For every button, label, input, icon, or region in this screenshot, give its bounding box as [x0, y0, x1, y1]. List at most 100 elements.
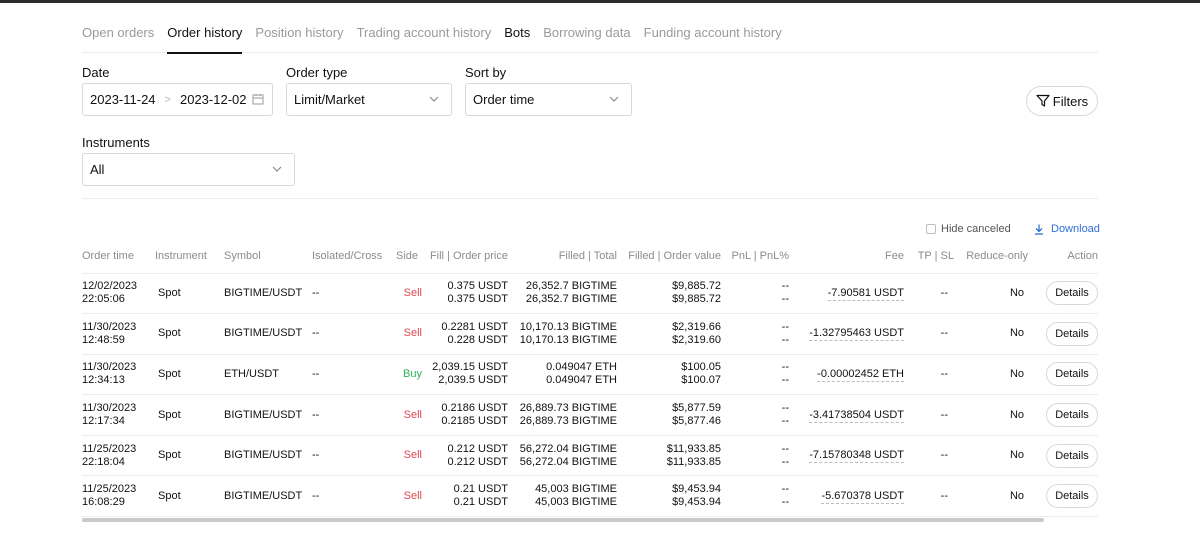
hide-canceled-toggle[interactable]: Hide canceled: [926, 223, 1011, 235]
symbol-cell: BIGTIME/USDT: [224, 273, 312, 315]
fee-cell: -7.90581 USDT: [789, 273, 904, 315]
margin-cell: --: [312, 435, 396, 477]
pnl-pct-value: --: [781, 455, 789, 468]
details-button[interactable]: Details: [1046, 484, 1098, 509]
details-button[interactable]: Details: [1046, 321, 1098, 346]
fee-value: -5.670378 USDT: [821, 489, 904, 504]
margin-value: --: [312, 367, 320, 380]
tab-borrowing-data[interactable]: Borrowing data: [543, 25, 631, 40]
tpsl-value: --: [940, 286, 948, 299]
details-button[interactable]: Details: [1046, 362, 1098, 387]
symbol-cell: BIGTIME/USDT: [224, 435, 312, 477]
date-range-picker[interactable]: 2023-11-24 > 2023-12-02: [82, 83, 273, 116]
hide-canceled-checkbox[interactable]: [926, 224, 936, 234]
filled-value: $9,885.72: [672, 280, 721, 293]
side-cell: Sell: [396, 313, 426, 355]
total-amount: 10,170.13 BIGTIME: [519, 333, 617, 346]
column-header: Reduce-only: [954, 240, 1028, 274]
tab-order-history[interactable]: Order history: [167, 22, 243, 54]
pnl-cell: -- --: [721, 313, 789, 355]
side-value: Buy: [403, 367, 422, 380]
order-price: 2,039.5 USDT: [438, 374, 508, 387]
order-value: $9,885.72: [672, 293, 721, 306]
date-from[interactable]: 2023-11-24: [90, 92, 156, 107]
pnl-pct-value: --: [781, 293, 789, 306]
action-cell: Details: [1028, 435, 1098, 477]
order-price: 0.2185 USDT: [441, 415, 508, 428]
table-row: 11/30/2023 12:48:59 Spot BIGTIME/USDT -- …: [82, 313, 1098, 355]
column-header: Fill | Order price: [426, 240, 508, 274]
order-time: 12:17:34: [82, 415, 125, 428]
value-cell: $2,319.66 $2,319.60: [617, 313, 721, 355]
download-label: Download: [1051, 223, 1100, 235]
value-cell: $11,933.85 $11,933.85: [617, 435, 721, 477]
tab-funding-account-history[interactable]: Funding account history: [643, 25, 782, 40]
total-amount: 45,003 BIGTIME: [535, 496, 617, 509]
margin-value: --: [312, 408, 320, 421]
sort-by-select[interactable]: Order time: [465, 83, 632, 116]
column-header: Filled | Order value: [617, 240, 721, 274]
tpsl-value: --: [940, 327, 948, 340]
side-cell: Sell: [396, 435, 426, 477]
filters-button[interactable]: Filters: [1026, 86, 1098, 116]
side-value: Sell: [403, 408, 422, 421]
instrument-value: Spot: [158, 489, 181, 502]
side-cell: Sell: [396, 394, 426, 436]
symbol-value: BIGTIME/USDT: [224, 327, 303, 340]
price-cell: 0.2281 USDT 0.228 USDT: [426, 313, 508, 355]
order-time: 16:08:29: [82, 496, 125, 509]
tab-trading-account-history[interactable]: Trading account history: [356, 25, 492, 40]
tpsl-cell: --: [904, 394, 954, 436]
side-cell: Buy: [396, 354, 426, 396]
tab-position-history[interactable]: Position history: [255, 25, 344, 40]
order-time-cell: 11/30/2023 12:17:34: [82, 394, 155, 436]
instrument-cell: Spot: [155, 475, 224, 518]
instrument-cell: Spot: [155, 394, 224, 436]
total-amount: 26,352.7 BIGTIME: [525, 293, 617, 306]
order-time-cell: 12/02/2023 22:05:06: [82, 273, 155, 315]
tpsl-value: --: [940, 367, 948, 380]
tpsl-cell: --: [904, 354, 954, 396]
instrument-value: Spot: [158, 286, 181, 299]
tpsl-value: --: [940, 489, 948, 502]
filled-amount: 45,003 BIGTIME: [535, 483, 617, 496]
value-cell: $100.05 $100.07: [617, 354, 721, 396]
column-header: Fee: [789, 240, 904, 274]
details-button[interactable]: Details: [1046, 403, 1098, 428]
instruments-value: All: [90, 162, 105, 177]
instruments-select[interactable]: All: [82, 153, 295, 186]
details-button[interactable]: Details: [1046, 443, 1098, 468]
fill-price: 0.2281 USDT: [441, 320, 508, 333]
value-cell: $9,453.94 $9,453.94: [617, 475, 721, 518]
horizontal-scrollbar[interactable]: [82, 518, 1044, 522]
pnl-value: --: [781, 361, 789, 374]
reduce-only-cell: No: [954, 475, 1028, 518]
order-type-select[interactable]: Limit/Market: [286, 83, 452, 116]
tpsl-cell: --: [904, 435, 954, 477]
fill-price: 2,039.15 USDT: [432, 361, 508, 374]
pnl-value: --: [781, 483, 789, 496]
price-cell: 0.21 USDT 0.21 USDT: [426, 475, 508, 518]
instrument-value: Spot: [158, 367, 181, 380]
column-header: TP | SL: [904, 240, 954, 274]
date-to[interactable]: 2023-12-02: [179, 92, 247, 107]
fee-value: -0.00002452 ETH: [817, 367, 904, 382]
column-header: Side: [396, 240, 426, 274]
reduce-only-cell: No: [954, 273, 1028, 315]
instrument-cell: Spot: [155, 313, 224, 355]
action-cell: Details: [1028, 273, 1098, 315]
download-button[interactable]: Download: [1034, 223, 1100, 235]
order-time-cell: 11/30/2023 12:34:13: [82, 354, 155, 396]
symbol-value: BIGTIME/USDT: [224, 286, 303, 299]
hide-canceled-label: Hide canceled: [941, 223, 1011, 235]
pnl-value: --: [781, 442, 789, 455]
order-date: 11/25/2023: [82, 442, 137, 455]
tab-bots[interactable]: Bots: [504, 25, 531, 40]
details-button[interactable]: Details: [1046, 281, 1098, 306]
margin-value: --: [312, 327, 320, 340]
margin-value: --: [312, 449, 320, 462]
side-cell: Sell: [396, 475, 426, 518]
order-value: $9,453.94: [672, 496, 721, 509]
tab-open-orders[interactable]: Open orders: [82, 25, 155, 40]
column-header: Order time: [82, 240, 155, 274]
